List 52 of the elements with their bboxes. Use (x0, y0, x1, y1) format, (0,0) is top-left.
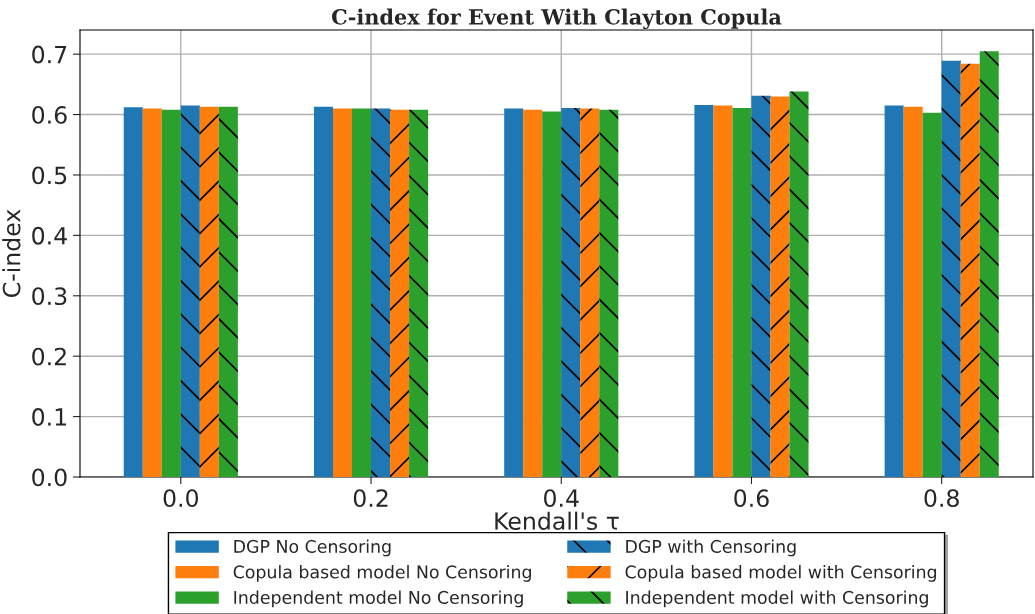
bar (561, 107, 581, 477)
y-tick-label: 0.0 (32, 468, 67, 487)
bar (332, 108, 353, 477)
x-tick-label: 0.2 (353, 489, 388, 508)
bar (979, 51, 999, 477)
x-axis-title: Kendall's τ (495, 511, 619, 530)
bar (941, 60, 961, 477)
bar (371, 108, 391, 477)
bar (218, 106, 238, 477)
bar (960, 63, 980, 477)
y-tick-label: 0.1 (32, 408, 67, 426)
chart-title: C-index for Event With Clayton Copula (332, 8, 782, 30)
y-tick-label: 0.5 (32, 166, 67, 185)
bar (922, 112, 942, 477)
y-tick-label: 0.3 (32, 287, 67, 306)
bar (751, 95, 771, 477)
bar (142, 108, 162, 477)
bar (884, 105, 904, 477)
bar (199, 106, 219, 477)
bar (123, 107, 143, 477)
bar (161, 109, 181, 477)
legend-label: Independent model No Censoring (234, 590, 523, 608)
y-axis-title: C-index (2, 209, 21, 297)
y-tick-label: 0.7 (32, 45, 67, 64)
bar (409, 109, 429, 477)
x-tick-label: 0.0 (163, 489, 199, 508)
legend-label: Copula based model No Censoring (233, 565, 531, 582)
legend-label: Copula based model with Censoring (625, 565, 937, 582)
bar (713, 105, 733, 477)
x-tick-label: 0.8 (924, 489, 959, 508)
bar (789, 91, 809, 477)
x-tick-label: 0.6 (734, 489, 769, 508)
bar (504, 108, 524, 477)
y-tick-label: 0.6 (32, 106, 67, 124)
bar (770, 96, 790, 477)
bar (352, 108, 372, 477)
bar (523, 109, 543, 477)
bar (599, 109, 619, 477)
y-tick-label: 0.4 (32, 226, 67, 245)
bar (732, 107, 752, 477)
legend-label: DGP with Censoring (626, 539, 796, 557)
bar (580, 108, 600, 477)
legend-label: DGP No Censoring (234, 539, 391, 557)
bar (180, 105, 200, 477)
bar (694, 104, 714, 477)
bar (313, 106, 333, 477)
y-tick-label: 0.2 (32, 347, 66, 366)
legend-label: Independent model with Censoring (626, 590, 928, 608)
x-tick-label: 0.4 (544, 489, 579, 508)
bar (542, 111, 562, 477)
bar (390, 109, 410, 477)
bar (903, 106, 923, 477)
